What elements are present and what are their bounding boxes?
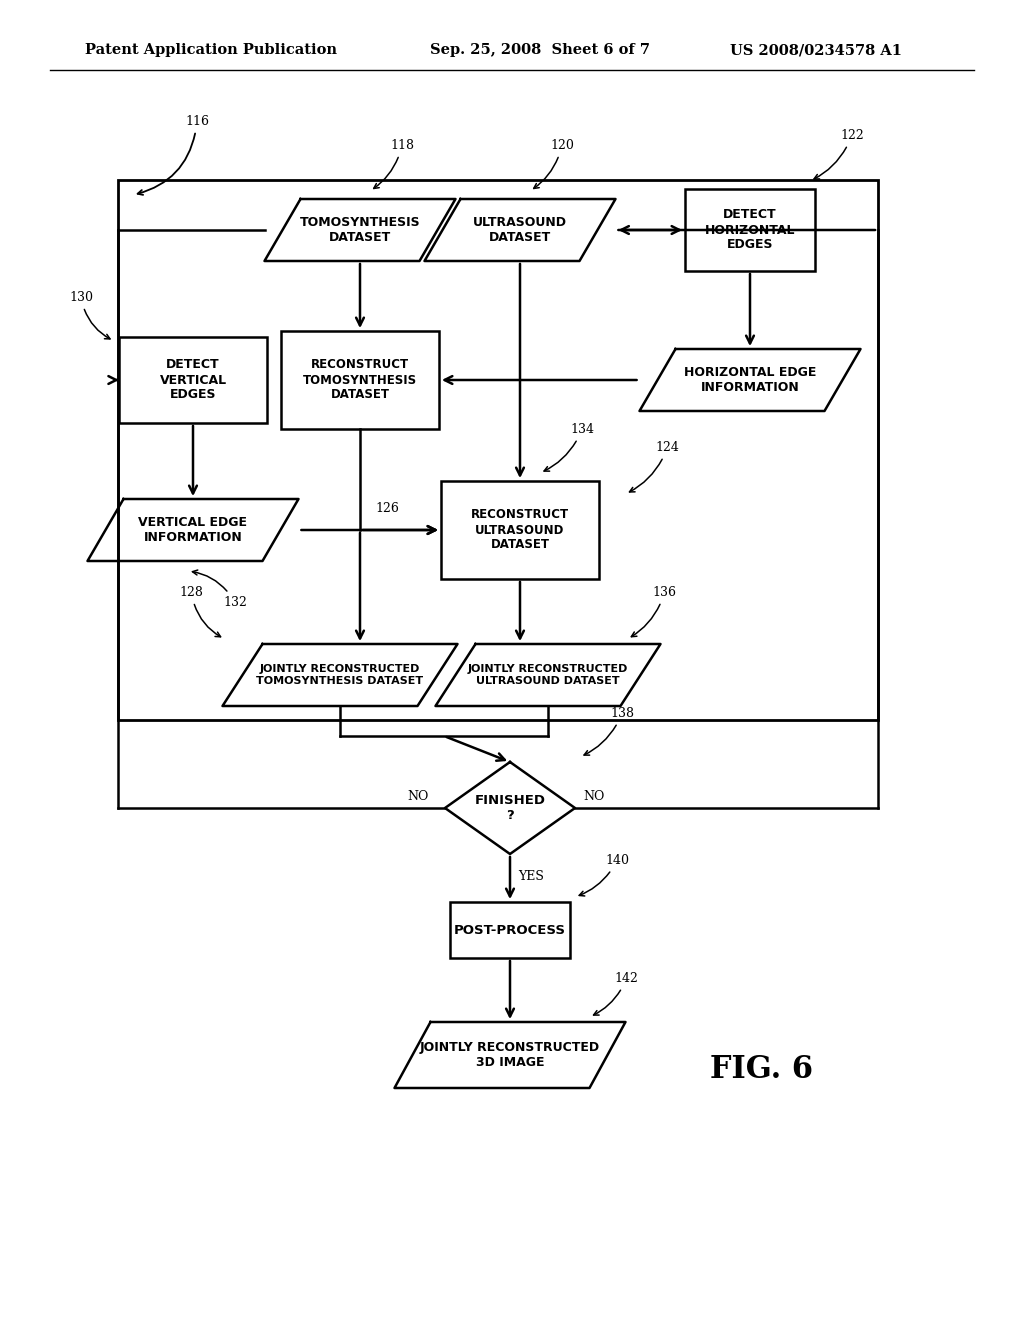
Text: 136: 136	[632, 586, 677, 636]
Bar	[441, 480, 599, 579]
Bar	[119, 337, 267, 422]
Text: Sep. 25, 2008  Sheet 6 of 7: Sep. 25, 2008 Sheet 6 of 7	[430, 44, 650, 57]
Text: POST-PROCESS: POST-PROCESS	[454, 924, 566, 936]
Text: NO: NO	[583, 789, 604, 803]
Text: FIG. 6: FIG. 6	[710, 1055, 813, 1085]
Text: 122: 122	[814, 129, 864, 180]
Text: 132: 132	[193, 570, 247, 609]
Text: YES: YES	[518, 870, 544, 883]
Text: 118: 118	[374, 139, 414, 189]
Text: Patent Application Publication: Patent Application Publication	[85, 44, 337, 57]
Text: JOINTLY RECONSTRUCTED
TOMOSYNTHESIS DATASET: JOINTLY RECONSTRUCTED TOMOSYNTHESIS DATA…	[256, 664, 424, 686]
Text: 142: 142	[594, 972, 638, 1015]
Bar	[685, 189, 815, 271]
Text: 120: 120	[534, 139, 573, 189]
Bar	[450, 902, 570, 958]
Text: ULTRASOUND
DATASET: ULTRASOUND DATASET	[473, 216, 567, 244]
Text: RECONSTRUCT
TOMOSYNTHESIS
DATASET: RECONSTRUCT TOMOSYNTHESIS DATASET	[303, 359, 417, 401]
Text: FINISHED
?: FINISHED ?	[474, 795, 546, 822]
Text: JOINTLY RECONSTRUCTED
3D IMAGE: JOINTLY RECONSTRUCTED 3D IMAGE	[420, 1041, 600, 1069]
Text: 130: 130	[69, 290, 110, 339]
Bar	[118, 180, 878, 719]
Text: RECONSTRUCT
ULTRASOUND
DATASET: RECONSTRUCT ULTRASOUND DATASET	[471, 508, 569, 552]
Bar	[281, 331, 439, 429]
Text: JOINTLY RECONSTRUCTED
ULTRASOUND DATASET: JOINTLY RECONSTRUCTED ULTRASOUND DATASET	[468, 664, 628, 686]
Text: 128: 128	[179, 586, 220, 636]
Text: 134: 134	[544, 422, 594, 471]
Text: 124: 124	[630, 441, 679, 492]
Text: 116: 116	[137, 115, 209, 195]
Text: 140: 140	[580, 854, 629, 896]
Text: 126: 126	[375, 502, 399, 515]
Text: NO: NO	[407, 789, 428, 803]
Text: 138: 138	[584, 708, 634, 755]
Text: DETECT
VERTICAL
EDGES: DETECT VERTICAL EDGES	[160, 359, 226, 401]
Text: VERTICAL EDGE
INFORMATION: VERTICAL EDGE INFORMATION	[138, 516, 248, 544]
Text: HORIZONTAL EDGE
INFORMATION: HORIZONTAL EDGE INFORMATION	[684, 366, 816, 393]
Text: TOMOSYNTHESIS
DATASET: TOMOSYNTHESIS DATASET	[300, 216, 420, 244]
Text: US 2008/0234578 A1: US 2008/0234578 A1	[730, 44, 902, 57]
Text: DETECT
HORIZONTAL
EDGES: DETECT HORIZONTAL EDGES	[705, 209, 796, 252]
